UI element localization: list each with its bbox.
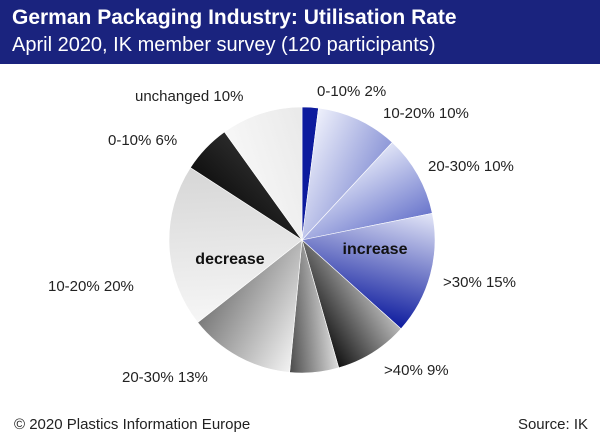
group-label-decrease: decrease xyxy=(195,251,264,268)
slice-label: 20-30% 10% xyxy=(428,158,514,175)
group-label-increase: increase xyxy=(343,241,408,258)
slice-label: 20-30% 13% xyxy=(122,369,208,386)
slice-label: 30-40% 6 % xyxy=(322,405,404,408)
chart-header: German Packaging Industry: Utilisation R… xyxy=(0,0,600,64)
slice-label: 0-10% 2% xyxy=(317,83,386,100)
pie-slice xyxy=(301,107,393,241)
slice-label: 10-20% 20% xyxy=(48,278,134,295)
slice-label: 10-20% 10% xyxy=(383,105,469,122)
pie-slice xyxy=(301,212,436,330)
copyright-text: © 2020 Plastics Information Europe xyxy=(14,416,251,433)
pie-slice xyxy=(197,239,303,373)
slice-label: 0-10% 6% xyxy=(108,132,177,149)
slice-label: >40% 9% xyxy=(384,362,449,379)
pie-chart: 0-10% 2% 10-20% 10% 20-30% 10% >30% 15% >40%… xyxy=(48,83,516,408)
source-text: Source: IK xyxy=(517,416,588,433)
pie-slices xyxy=(168,106,436,374)
pie-labels: 0-10% 2% 10-20% 10% 20-30% 10% >30% 15% >40%… xyxy=(48,83,516,408)
chart-title: German Packaging Industry: Utilisation R… xyxy=(12,6,457,29)
pie-slice xyxy=(168,167,303,323)
chart-subtitle: April 2020, IK member survey (120 partic… xyxy=(12,34,436,56)
slice-label: unchanged 10% xyxy=(135,88,243,105)
pie-slice xyxy=(224,106,303,241)
slice-label: >30% 15% xyxy=(443,274,516,291)
pie-slice xyxy=(301,141,433,241)
